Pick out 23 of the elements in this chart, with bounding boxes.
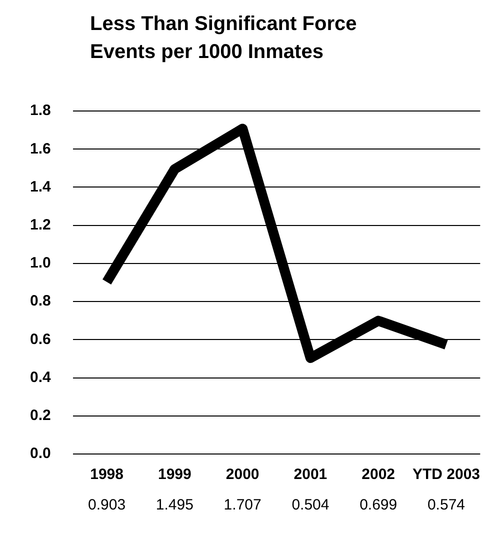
y-tick-label: 0.4 [30,368,52,386]
data-label: 0.504 [292,496,330,514]
y-tick-label: 1.0 [30,254,51,272]
data-label: 1.495 [156,496,194,514]
x-tick-label: 2002 [362,466,396,484]
x-tick-label: 1999 [158,466,192,484]
y-tick-label: 0.6 [30,330,51,348]
chart-title: Less Than Significant Force Events per 1000 Inmates [90,12,358,65]
x-tick-label: 1998 [90,466,124,484]
y-tick-label: 1.4 [30,178,52,196]
y-tick-label: 1.6 [30,140,51,158]
data-label: 1.707 [224,496,262,514]
y-tick-label: 0.2 [30,407,51,424]
data-label: 0.699 [360,496,398,514]
x-tick-label: 2000 [226,466,260,484]
data-label: 0.574 [427,496,466,514]
y-tick-label: 1.8 [30,102,51,120]
data-label: 0.903 [88,496,126,514]
y-tick-label: 1.2 [30,216,51,234]
x-tick-label: YTD 2003 [412,466,480,484]
y-tick-label: 0.0 [30,445,51,462]
y-tick-label: 0.8 [30,292,51,310]
x-tick-label: 2001 [294,466,328,484]
